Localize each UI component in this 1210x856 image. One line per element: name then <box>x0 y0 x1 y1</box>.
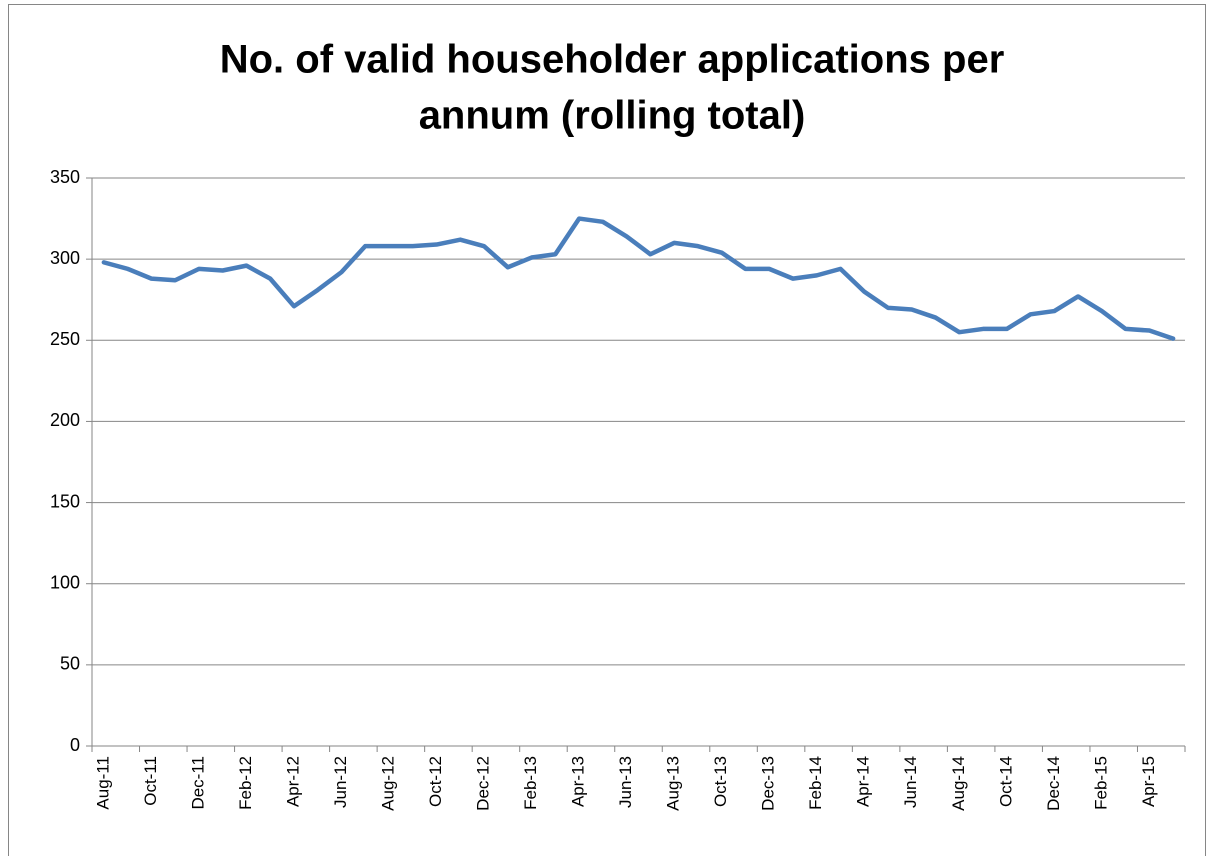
y-tick-label: 50 <box>60 654 80 674</box>
x-tick-label: Apr-15 <box>1139 756 1158 807</box>
x-tick-label: Feb-13 <box>521 756 540 810</box>
x-tick-label: Jun-14 <box>901 756 920 808</box>
x-tick-label: Feb-12 <box>236 756 255 810</box>
x-tick-label: Jun-13 <box>616 756 635 808</box>
x-tick-label: Dec-13 <box>759 756 778 811</box>
chart-title: annum (rolling total) <box>419 94 806 138</box>
x-tick-label: Feb-15 <box>1091 756 1110 810</box>
chart-border <box>8 4 1206 856</box>
y-tick-label: 300 <box>50 248 80 268</box>
x-tick-label: Apr-13 <box>569 756 588 807</box>
x-tick-label: Dec-14 <box>1044 756 1063 811</box>
y-tick-label: 0 <box>70 735 80 755</box>
y-tick-label: 200 <box>50 410 80 430</box>
x-tick-label: Apr-12 <box>283 756 302 807</box>
x-tick-label: Oct-14 <box>996 756 1015 807</box>
x-tick-label: Aug-13 <box>664 756 683 811</box>
x-tick-label: Apr-14 <box>854 756 873 807</box>
x-tick-label: Oct-11 <box>141 756 160 806</box>
x-tick-label: Aug-12 <box>378 756 397 811</box>
x-tick-label: Oct-12 <box>426 756 445 807</box>
x-tick-label: Dec-11 <box>188 756 207 810</box>
y-tick-label: 150 <box>50 491 80 511</box>
x-tick-label: Jun-12 <box>331 756 350 808</box>
y-tick-label: 350 <box>50 167 80 187</box>
chart-title: No. of valid householder applications pe… <box>220 38 1005 82</box>
y-tick-label: 250 <box>50 329 80 349</box>
x-tick-label: Dec-12 <box>474 756 493 811</box>
y-tick-label: 100 <box>50 572 80 592</box>
x-tick-label: Oct-13 <box>711 756 730 807</box>
x-tick-label: Aug-11 <box>93 756 112 810</box>
x-tick-label: Aug-14 <box>949 756 968 811</box>
data-line <box>101 216 1176 341</box>
x-tick-label: Feb-14 <box>806 756 825 810</box>
